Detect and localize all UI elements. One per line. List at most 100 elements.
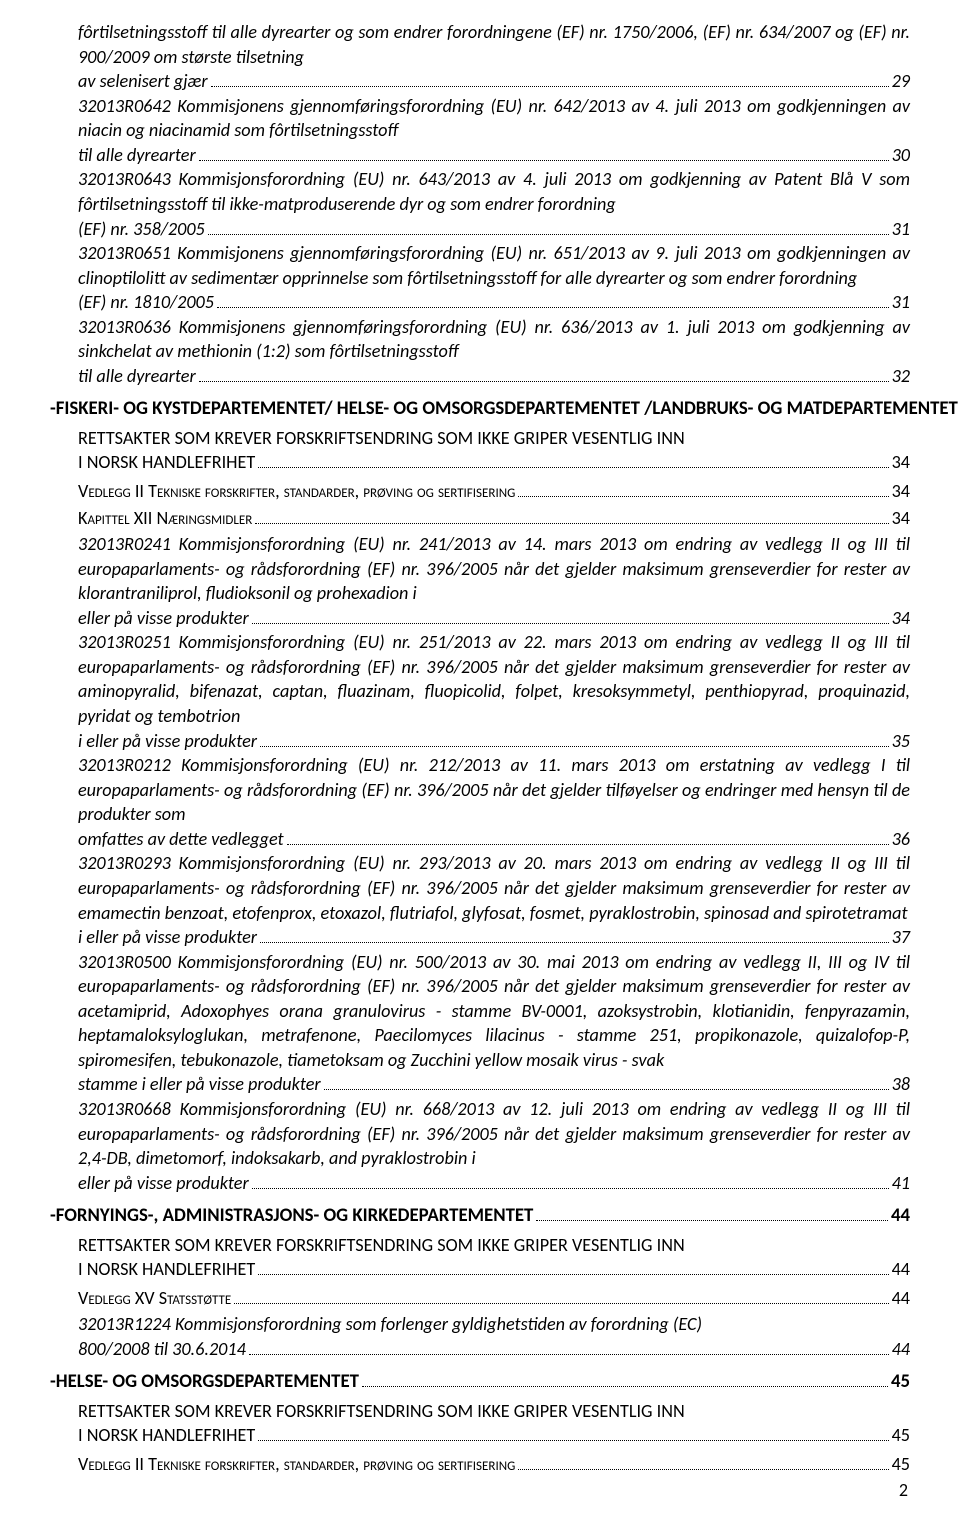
toc-page: 44: [892, 1286, 910, 1311]
dot-leader: [208, 219, 889, 235]
toc-text: RETTSAKTER SOM KREVER FORSKRIFTSENDRING …: [78, 1400, 685, 1422]
toc-entry: 32013R0293 Kommisjonsforordning (EU) nr.…: [78, 851, 910, 949]
toc-page: 30: [892, 143, 910, 168]
toc-page: 34: [892, 606, 910, 631]
toc-section-heading: -FORNYINGS-, ADMINISTRASJONS- OG KIRKEDE…: [50, 1203, 910, 1228]
dot-leader: [249, 1339, 889, 1355]
toc-text-tail: (EF) nr. 358/2005: [78, 217, 205, 242]
toc-text-tail: -FORNYINGS-, ADMINISTRASJONS- OG KIRKEDE…: [50, 1203, 533, 1228]
toc-subheading: RETTSAKTER SOM KREVER FORSKRIFTSENDRING …: [78, 1233, 910, 1282]
toc-page: 45: [891, 1369, 910, 1394]
toc-page: 34: [892, 450, 910, 475]
toc-entry: 32013R0500 Kommisjonsforordning (EU) nr.…: [78, 950, 910, 1097]
toc-text: 32013R0651 Kommisjonens gjennomføringsfo…: [78, 242, 910, 289]
toc-smallcaps-heading: Vedlegg II Tekniske forskrifter, standar…: [78, 479, 910, 504]
toc-section-heading: -FISKERI- OG KYSTDEPARTEMENTET/ HELSE- O…: [50, 396, 910, 421]
page-number: 2: [899, 1479, 908, 1501]
toc-text-tail: Kapittel XII Næringsmidler: [78, 506, 252, 531]
toc-text-tail: i eller på visse produkter: [78, 925, 257, 950]
toc-page: 44: [892, 1337, 910, 1362]
dot-leader: [260, 731, 889, 747]
toc-text-tail: til alle dyrearter: [78, 143, 196, 168]
toc-text-tail: -FISKERI- OG KYSTDEPARTEMENTET/ HELSE- O…: [50, 396, 958, 421]
toc-text-tail: eller på visse produkter: [78, 606, 249, 631]
dot-leader: [258, 453, 888, 469]
toc-text-tail: Vedlegg II Tekniske forskrifter, standar…: [78, 1452, 515, 1477]
toc-smallcaps-heading: Vedlegg II Tekniske forskrifter, standar…: [78, 1452, 910, 1477]
toc-text-tail: I NORSK HANDLEFRIHET: [78, 1257, 255, 1282]
toc-page: 32: [892, 364, 910, 389]
page: fôrtilsetningsstoff til alle dyrearter o…: [0, 0, 960, 1519]
toc-text: 32013R0668 Kommisjonsforordning (EU) nr.…: [78, 1098, 910, 1169]
dot-leader: [324, 1075, 889, 1091]
toc-text-tail: stamme i eller på visse produkter: [78, 1072, 321, 1097]
toc-text-tail: 800/2008 til 30.6.2014: [78, 1337, 246, 1362]
toc-text-tail: Vedlegg II Tekniske forskrifter, standar…: [78, 479, 515, 504]
toc-text-tail: I NORSK HANDLEFRIHET: [78, 1423, 255, 1448]
dot-leader: [199, 366, 889, 382]
toc-page: 41: [892, 1171, 910, 1196]
dot-leader: [536, 1205, 888, 1221]
toc-text: RETTSAKTER SOM KREVER FORSKRIFTSENDRING …: [78, 427, 685, 449]
dot-leader: [258, 1426, 888, 1442]
toc-page: 34: [892, 506, 910, 531]
toc-page: 31: [892, 217, 910, 242]
toc-text: 32013R0500 Kommisjonsforordning (EU) nr.…: [78, 951, 910, 1071]
toc-text: fôrtilsetningsstoff til alle dyrearter o…: [78, 21, 910, 68]
dot-leader: [255, 508, 888, 524]
toc-text-tail: I NORSK HANDLEFRIHET: [78, 450, 255, 475]
toc-page: 36: [892, 827, 910, 852]
toc-entry: fôrtilsetningsstoff til alle dyrearter o…: [78, 20, 910, 94]
toc-text: 32013R1224 Kommisjonsforordning som forl…: [78, 1313, 702, 1335]
toc-smallcaps-heading: Vedlegg XV Statsstøtte 44: [78, 1286, 910, 1311]
toc-text: 32013R0293 Kommisjonsforordning (EU) nr.…: [78, 852, 910, 923]
dot-leader: [287, 829, 889, 845]
toc-entry: 32013R0241 Kommisjonsforordning (EU) nr.…: [78, 532, 910, 630]
toc-container: fôrtilsetningsstoff til alle dyrearter o…: [50, 20, 910, 1477]
toc-text: 32013R0642 Kommisjonens gjennomføringsfo…: [78, 95, 910, 142]
dot-leader: [252, 1173, 889, 1189]
toc-text-tail: eller på visse produkter: [78, 1171, 249, 1196]
toc-page: 45: [892, 1423, 910, 1448]
dot-leader: [518, 1454, 888, 1470]
toc-page: 37: [892, 925, 910, 950]
toc-page: 38: [892, 1072, 910, 1097]
toc-entry: 32013R0251 Kommisjonsforordning (EU) nr.…: [78, 630, 910, 753]
dot-leader: [211, 72, 889, 88]
toc-text-tail: (EF) nr. 1810/2005: [78, 290, 214, 315]
toc-text: 32013R0643 Kommisjonsforordning (EU) nr.…: [78, 168, 910, 215]
dot-leader: [260, 928, 889, 944]
toc-entry: 32013R0651 Kommisjonens gjennomføringsfo…: [78, 241, 910, 315]
toc-text-tail: omfattes av dette vedlegget: [78, 827, 284, 852]
dot-leader: [252, 608, 889, 624]
toc-page: 31: [892, 290, 910, 315]
toc-text: RETTSAKTER SOM KREVER FORSKRIFTSENDRING …: [78, 1234, 685, 1256]
toc-text-tail: av selenisert gjær: [78, 69, 208, 94]
toc-subheading: RETTSAKTER SOM KREVER FORSKRIFTSENDRING …: [78, 426, 910, 475]
toc-smallcaps-heading: Kapittel XII Næringsmidler 34: [78, 506, 910, 531]
toc-page: 45: [892, 1452, 910, 1477]
toc-page: 34: [892, 479, 910, 504]
toc-page: 44: [892, 1257, 910, 1282]
toc-entry: 32013R0668 Kommisjonsforordning (EU) nr.…: [78, 1097, 910, 1195]
toc-text-tail: i eller på visse produkter: [78, 729, 257, 754]
toc-text: 32013R0636 Kommisjonens gjennomføringsfo…: [78, 316, 910, 363]
dot-leader: [258, 1260, 888, 1276]
toc-section-heading: -HELSE- OG OMSORGSDEPARTEMENTET 45: [50, 1369, 910, 1394]
dot-leader: [362, 1371, 888, 1387]
toc-text-tail: Vedlegg XV Statsstøtte: [78, 1286, 231, 1311]
toc-page: 44: [891, 1203, 910, 1228]
toc-text: 32013R0241 Kommisjonsforordning (EU) nr.…: [78, 533, 910, 604]
toc-entry: 32013R0643 Kommisjonsforordning (EU) nr.…: [78, 167, 910, 241]
toc-text: 32013R0251 Kommisjonsforordning (EU) nr.…: [78, 631, 910, 727]
toc-entry: 32013R1224 Kommisjonsforordning som forl…: [78, 1312, 910, 1361]
toc-entry: 32013R0212 Kommisjonsforordning (EU) nr.…: [78, 753, 910, 851]
dot-leader: [199, 145, 889, 161]
toc-page: 29: [892, 69, 910, 94]
toc-text-tail: til alle dyrearter: [78, 364, 196, 389]
toc-text-tail: -HELSE- OG OMSORGSDEPARTEMENTET: [50, 1369, 359, 1394]
toc-subheading: RETTSAKTER SOM KREVER FORSKRIFTSENDRING …: [78, 1399, 910, 1448]
dot-leader: [518, 481, 888, 497]
toc-entry: 32013R0636 Kommisjonens gjennomføringsfo…: [78, 315, 910, 389]
toc-page: 35: [892, 729, 910, 754]
